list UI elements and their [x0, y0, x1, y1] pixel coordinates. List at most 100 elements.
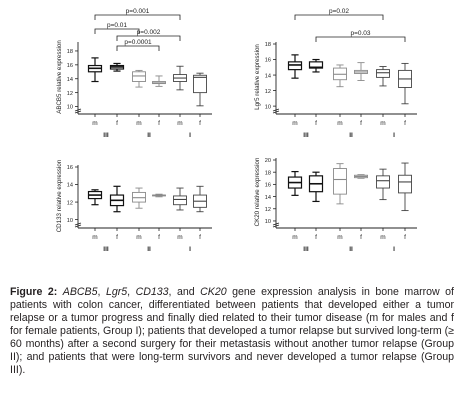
box-m-III [87, 189, 103, 206]
x-category-label: m [380, 120, 385, 127]
box-iqr [173, 195, 187, 206]
box-m-I [173, 187, 187, 211]
axis-break-mark [272, 222, 280, 226]
x-category-label: f [116, 120, 118, 127]
p-value-label: p=0.0001 [124, 39, 152, 46]
y-tick-label: 12 [67, 200, 73, 206]
x-category-label: m [292, 120, 297, 127]
box-m-III [287, 170, 303, 196]
significance-bracket: p=0.03 [315, 30, 406, 42]
x-category-label: m [337, 234, 342, 241]
axis-break-mark [74, 108, 82, 112]
y-tick-label: 14 [265, 73, 271, 79]
box-m-III [87, 57, 103, 83]
figure-caption: Figure 2: ABCB5, Lgr5, CD133, and CK20 g… [10, 286, 454, 377]
box-f-III [308, 171, 324, 203]
axis-break-mark [74, 222, 82, 226]
caption-gene-ck20: CK20 [200, 286, 227, 298]
box-iqr [398, 174, 412, 194]
box-m-I [173, 65, 187, 91]
x-category-label: m [177, 120, 182, 127]
x-category-label: m [136, 120, 141, 127]
x-group-label: I [189, 132, 191, 139]
x-category-label: f [199, 234, 201, 241]
box-f-I [398, 62, 412, 105]
box-f-I [193, 185, 207, 213]
caption-gene-abcb5: ABCB5 [62, 286, 98, 298]
x-category-label: f [315, 234, 317, 241]
box-m-II [132, 69, 146, 88]
axis-break-mark [272, 110, 280, 114]
x-category-label: f [199, 120, 201, 127]
box-iqr [132, 71, 146, 82]
y-tick-label: 14 [67, 183, 73, 189]
x-category-label: m [136, 234, 141, 241]
x-category-label: f [158, 234, 160, 241]
bracket-line [116, 35, 181, 41]
chart-panel-2: 10 12 14 16 18 Lgr5 relative expression m f m f m f… [254, 8, 417, 139]
box-m-II [333, 64, 347, 88]
bracket-line [116, 45, 160, 51]
x-category-label: m [92, 120, 97, 127]
box-f-I [398, 162, 412, 212]
y-tick-label: 10 [67, 218, 73, 224]
box-m-I [376, 66, 390, 87]
y-tick-label: 14 [67, 77, 73, 83]
y-tick-label: 20 [265, 158, 271, 164]
x-group-label: I [393, 246, 395, 253]
x-category-label: m [177, 234, 182, 241]
significance-bracket: p=0.0001 [116, 39, 160, 51]
caption-separator: , [97, 286, 106, 298]
x-group-label: III [103, 246, 109, 253]
y-axis-title: CD133 relative expression [56, 159, 63, 232]
box-f-I [193, 72, 207, 107]
box-f-II [152, 193, 166, 198]
x-category-label: m [337, 120, 342, 127]
box-f-III [308, 58, 324, 73]
x-group-label: III [103, 132, 109, 139]
caption-gene-lgr5: Lgr5 [105, 286, 128, 298]
box-m-II [132, 187, 146, 209]
y-tick-label: 10 [265, 104, 271, 110]
x-category-label: m [92, 234, 97, 241]
chart-panel-4: 10 12 14 16 18 20 CK20 relative expression m f m f… [254, 157, 417, 253]
y-tick-label: 16 [265, 58, 271, 64]
x-category-label: m [292, 234, 297, 241]
box-m-III [287, 54, 303, 79]
bracket-line [94, 14, 181, 20]
p-value-label: p=0.02 [329, 8, 349, 15]
box-m-I [376, 168, 390, 201]
significance-bracket: p=0.01 [94, 22, 140, 34]
bracket-line [315, 36, 406, 42]
box-iqr [193, 74, 207, 94]
y-axis-title: CK20 relative expression [254, 157, 261, 226]
y-tick-label: 16 [265, 183, 271, 189]
y-tick-label: 10 [67, 105, 73, 111]
box-m-II [333, 163, 347, 205]
y-tick-label: 18 [265, 170, 271, 176]
x-category-label: f [315, 120, 317, 127]
figure-panels: 10 12 14 16 18 ABCB5 relative expression m f m f m… [56, 8, 417, 253]
y-tick-label: 18 [67, 49, 73, 55]
x-category-label: f [404, 234, 406, 241]
x-group-label: II [147, 132, 151, 139]
y-tick-label: 16 [67, 165, 73, 171]
x-group-label: II [349, 132, 353, 139]
caption-separator: , and [168, 286, 201, 298]
x-group-label: I [189, 246, 191, 253]
y-tick-label: 16 [67, 63, 73, 69]
box-f-II [152, 75, 166, 87]
box-f-III [109, 62, 125, 72]
y-tick-label: 12 [67, 91, 73, 97]
caption-separator: , [127, 286, 136, 298]
p-value-label: p=0.03 [350, 30, 370, 37]
p-value-label: p=0.01 [107, 22, 127, 29]
x-group-label: I [393, 132, 395, 139]
axis-break-mark [272, 224, 280, 228]
x-group-label: III [303, 132, 309, 139]
y-tick-label: 14 [265, 195, 271, 201]
bracket-line [94, 28, 140, 34]
chart-panel-1: 10 12 14 16 18 ABCB5 relative expression m f m f m… [56, 8, 212, 139]
p-value-label: p=0.001 [126, 8, 150, 15]
axis-break-mark [74, 110, 82, 114]
